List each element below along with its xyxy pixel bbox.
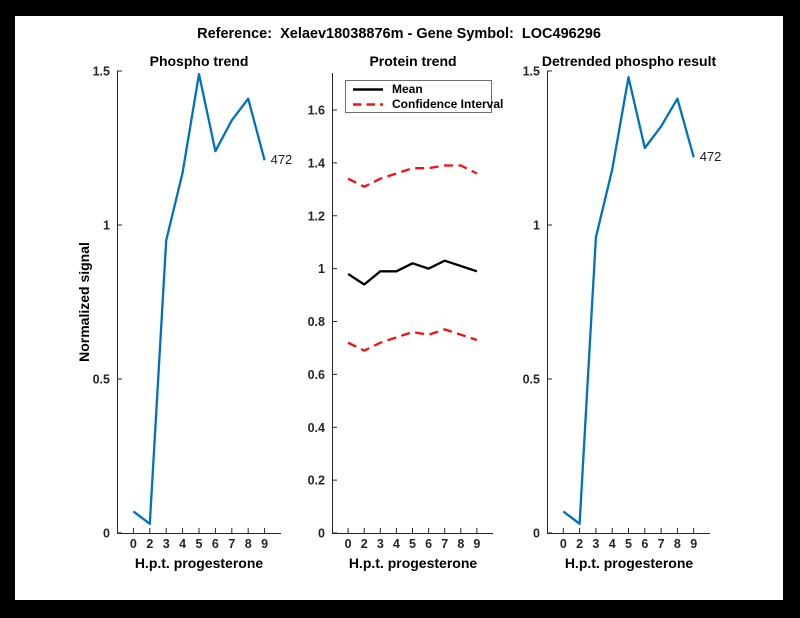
series-line-detrended-phospho-signal bbox=[562, 76, 695, 525]
x-tick-label: 6 bbox=[641, 537, 648, 551]
x-tick-label: 3 bbox=[163, 537, 170, 551]
series-line-confidence-interval-lower bbox=[347, 328, 478, 352]
y-tick-label: 0.6 bbox=[308, 368, 325, 382]
x-axis-label-1: H.p.t. progesterone bbox=[134, 555, 264, 571]
endpoint-annotation-phospho: 472 bbox=[270, 152, 293, 168]
y-tick-label: 0.8 bbox=[308, 315, 325, 329]
x-tick-label: 9 bbox=[473, 537, 480, 551]
y-tick-label: 0.5 bbox=[93, 373, 110, 387]
x-tick-label: 7 bbox=[441, 537, 448, 551]
x-tick-label: 4 bbox=[609, 537, 616, 551]
x-tick-label: 5 bbox=[409, 537, 416, 551]
x-axis-label-3: H.p.t. progesterone bbox=[564, 555, 694, 571]
legend-row-confidence-interval: Confidence Interval bbox=[346, 97, 503, 112]
x-tick-label: 0 bbox=[345, 537, 352, 551]
legend-sample-dashed-line bbox=[353, 102, 383, 106]
series-line-mean bbox=[347, 259, 478, 286]
x-tick-label: 6 bbox=[425, 537, 432, 551]
legend-label-mean: Mean bbox=[392, 82, 423, 96]
x-axis-label-2: H.p.t. progesterone bbox=[348, 555, 478, 571]
y-tick-label: 1.6 bbox=[308, 104, 325, 118]
y-tick-label: 0.4 bbox=[308, 421, 325, 435]
legend-label-confidence-interval: Confidence Interval bbox=[392, 97, 504, 111]
series-line-phospho-signal bbox=[132, 72, 266, 525]
x-tick-label: 5 bbox=[196, 537, 203, 551]
x-tick-label: 9 bbox=[690, 537, 697, 551]
y-tick-label: 1.5 bbox=[523, 65, 540, 79]
x-tick-label: 5 bbox=[625, 537, 632, 551]
y-axis-label: Normalized signal bbox=[76, 242, 92, 362]
y-tick-label: 0.5 bbox=[523, 373, 540, 387]
x-tick-label: 3 bbox=[377, 537, 384, 551]
y-tick-label: 0 bbox=[318, 527, 325, 541]
y-tick-label: 1.4 bbox=[308, 156, 325, 170]
y-tick-label: 1.5 bbox=[93, 65, 110, 79]
figure-title: Reference: Xelaev18038876m - Gene Symbol… bbox=[197, 26, 601, 42]
legend-row-mean: Mean bbox=[346, 82, 491, 97]
legend-box: Mean Confidence Interval bbox=[345, 80, 503, 113]
x-tick-label: 0 bbox=[130, 537, 137, 551]
x-tick-label: 8 bbox=[674, 537, 681, 551]
x-tick-label: 8 bbox=[245, 537, 252, 551]
y-tick-label: 0 bbox=[533, 527, 540, 541]
x-tick-label: 4 bbox=[393, 537, 400, 551]
x-tick-label: 2 bbox=[361, 537, 368, 551]
x-tick-label: 2 bbox=[576, 537, 583, 551]
x-tick-label: 3 bbox=[592, 537, 599, 551]
y-tick-label: 0 bbox=[103, 527, 110, 541]
x-tick-label: 7 bbox=[228, 537, 235, 551]
y-tick-label: 1 bbox=[533, 219, 540, 233]
y-tick-label: 1 bbox=[318, 262, 325, 276]
x-tick-label: 6 bbox=[212, 537, 219, 551]
y-tick-label: 0.2 bbox=[308, 474, 325, 488]
y-tick-label: 1 bbox=[103, 219, 110, 233]
x-tick-label: 7 bbox=[658, 537, 665, 551]
x-tick-label: 0 bbox=[560, 537, 567, 551]
subplot-title-detrended-phospho: Detrended phospho result bbox=[541, 53, 717, 69]
subplot-title-phospho-trend: Phospho trend bbox=[149, 53, 249, 69]
y-tick-label: 1.2 bbox=[308, 209, 325, 223]
x-tick-label: 2 bbox=[146, 537, 153, 551]
legend-sample-solid-line bbox=[353, 87, 383, 91]
endpoint-annotation-detrended: 472 bbox=[699, 149, 722, 165]
x-tick-label: 4 bbox=[179, 537, 186, 551]
plots-svg: 0 2 3 4 5 6 7 8 900.511.50 2 3 4 5 6 7 8 900.20.40.60.81… bbox=[93, 65, 710, 551]
figure-canvas: Reference: Xelaev18038876m - Gene Symbol… bbox=[15, 16, 783, 600]
x-tick-label: 9 bbox=[261, 537, 268, 551]
x-tick-label: 8 bbox=[457, 537, 464, 551]
subplot-title-protein-trend: Protein trend bbox=[369, 53, 457, 69]
series-line-confidence-interval-upper bbox=[347, 164, 478, 188]
